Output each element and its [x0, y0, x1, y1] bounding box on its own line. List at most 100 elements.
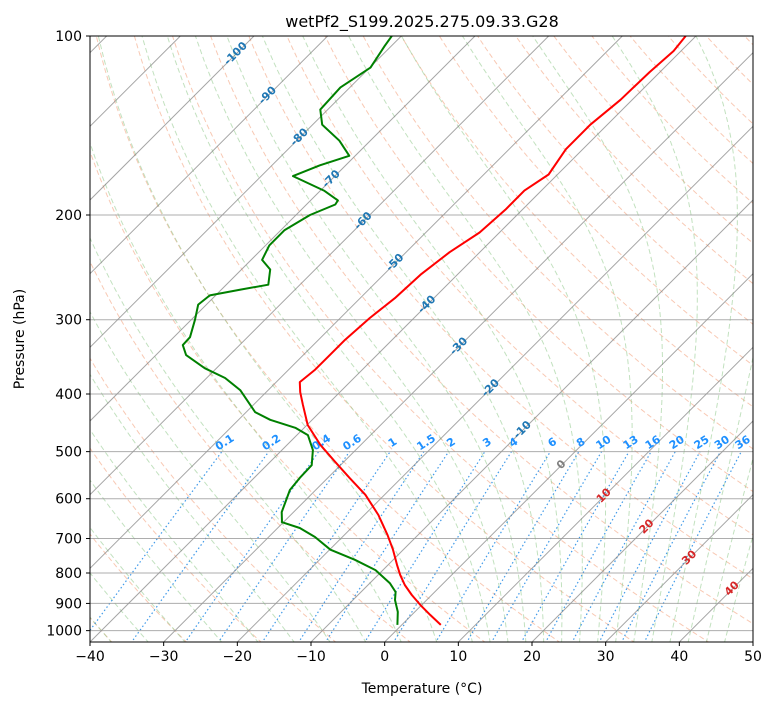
x-tick-label: −20: [223, 649, 253, 665]
dry-adiabat: [770, 23, 775, 643]
dry-adiabat: [90, 447, 262, 642]
isotherm-label: -40: [415, 292, 438, 315]
isotherm: [457, 346, 753, 642]
isotherm-label: -90: [256, 83, 279, 106]
moist-adiabat: [532, 36, 663, 642]
mixing-ratio-label: 3: [480, 435, 494, 450]
isotherm-label: -50: [383, 251, 406, 274]
dry-adiabat: [171, 36, 710, 642]
profiles: [181, 36, 687, 626]
mixing-ratio-label: 25: [692, 433, 712, 452]
isotherm: [163, 51, 753, 642]
dry-adiabat: [591, 36, 753, 204]
y-tick-label: 200: [55, 208, 82, 224]
isotherm: [90, 36, 255, 201]
dry-adiabat: [90, 260, 412, 642]
y-tick-label: 400: [55, 387, 82, 403]
x-tick-label: 20: [523, 649, 541, 665]
isotherm: [90, 36, 402, 349]
dewpoint-line: [181, 36, 399, 625]
moist-adiabat: [194, 36, 509, 642]
dry-adiabat: [248, 36, 753, 580]
isotherm: [90, 36, 623, 570]
moist-adiabat: [261, 36, 545, 642]
y-tick-label: 700: [55, 532, 82, 548]
isotherm-label: 10: [594, 485, 614, 505]
moist-adiabat: [166, 36, 491, 642]
isotherm: [605, 493, 753, 642]
mixing-ratio-label: 0.6: [340, 432, 364, 454]
x-tick-label: −40: [75, 649, 105, 665]
mixing-ratio-label: 1.5: [414, 432, 437, 454]
moist-adiabat: [226, 36, 527, 642]
x-axis-label: Temperature (°C): [361, 681, 483, 697]
moist-adiabat: [97, 36, 438, 642]
isotherm-label: 20: [637, 516, 657, 536]
isotherm: [384, 272, 753, 642]
isotherm: [236, 125, 753, 642]
moist-adiabat: [400, 36, 607, 642]
dry-adiabat: [133, 36, 635, 642]
mixing-ratio-line: [324, 451, 450, 642]
moist-adiabat: [611, 36, 698, 642]
dry-adiabat: [515, 36, 753, 285]
isotherm: [90, 36, 697, 642]
mixing-ratio-line: [298, 451, 425, 642]
x-tick-label: −30: [149, 649, 179, 665]
mixing-ratio-line: [217, 451, 351, 642]
mixing-ratio-line: [90, 451, 223, 632]
mixing-ratio-label: 36: [733, 433, 753, 452]
x-tick-label: 50: [744, 649, 762, 665]
isotherm: [310, 199, 753, 642]
y-tick-label: 600: [55, 492, 82, 508]
moist-adiabat: [348, 36, 583, 642]
mixing-ratio-line: [130, 451, 270, 642]
y-axis-label: Pressure (hPa): [12, 289, 28, 389]
moist-adiabat: [90, 310, 331, 642]
mixing-ratio-label: 0.1: [213, 432, 236, 454]
temperature-line: [298, 36, 687, 626]
mixing-ratio-label: 1: [386, 435, 400, 450]
y-tick-label: 500: [55, 445, 82, 461]
moist-adiabat: [302, 36, 563, 642]
isotherm: [531, 420, 753, 642]
dry-adiabat: [667, 36, 753, 125]
isotherm-label: -20: [479, 376, 502, 399]
moist-adiabat: [90, 479, 223, 642]
y-tick-label: 100: [55, 29, 82, 45]
isotherm-label: 40: [722, 578, 742, 598]
dry-adiabat: [438, 36, 753, 366]
moist-adiabat: [461, 36, 633, 642]
mixing-ratio-line: [545, 451, 652, 642]
x-tick-label: 30: [597, 649, 615, 665]
y-tick-label: 1000: [46, 624, 82, 640]
plot-frame: [89, 35, 754, 643]
moist-adiabat: [724, 533, 753, 642]
dry-adiabat: [286, 36, 753, 536]
mixing-ratio-label: 13: [621, 433, 641, 452]
mixing-ratio-label: 10: [594, 433, 614, 452]
mixing-ratio-line: [435, 451, 551, 642]
isotherm-label: -70: [320, 167, 343, 190]
dry-adiabat: [90, 533, 188, 642]
moist-adiabat: [687, 354, 753, 642]
mixing-ratio-line: [643, 451, 742, 642]
moist-adiabat: [669, 36, 738, 642]
moist-adiabat: [705, 456, 753, 642]
dry-adiabat: [400, 36, 753, 408]
isotherm-label: -100: [221, 39, 250, 68]
mixing-ratio-label: 8: [574, 435, 588, 450]
moist-adiabat: [90, 373, 295, 642]
mixing-ratio-label: 0.2: [260, 432, 283, 454]
isotherm-label: 0: [554, 457, 569, 472]
moist-adiabat: [90, 428, 259, 642]
mixing-ratio-label: 2: [444, 435, 458, 450]
isotherm: [678, 567, 753, 642]
y-tick-label: 300: [55, 313, 82, 329]
x-tick-label: 10: [449, 649, 467, 665]
moist-adiabat: [90, 572, 149, 642]
moist-adiabat: [90, 141, 402, 642]
x-tick-label: 0: [380, 649, 389, 665]
